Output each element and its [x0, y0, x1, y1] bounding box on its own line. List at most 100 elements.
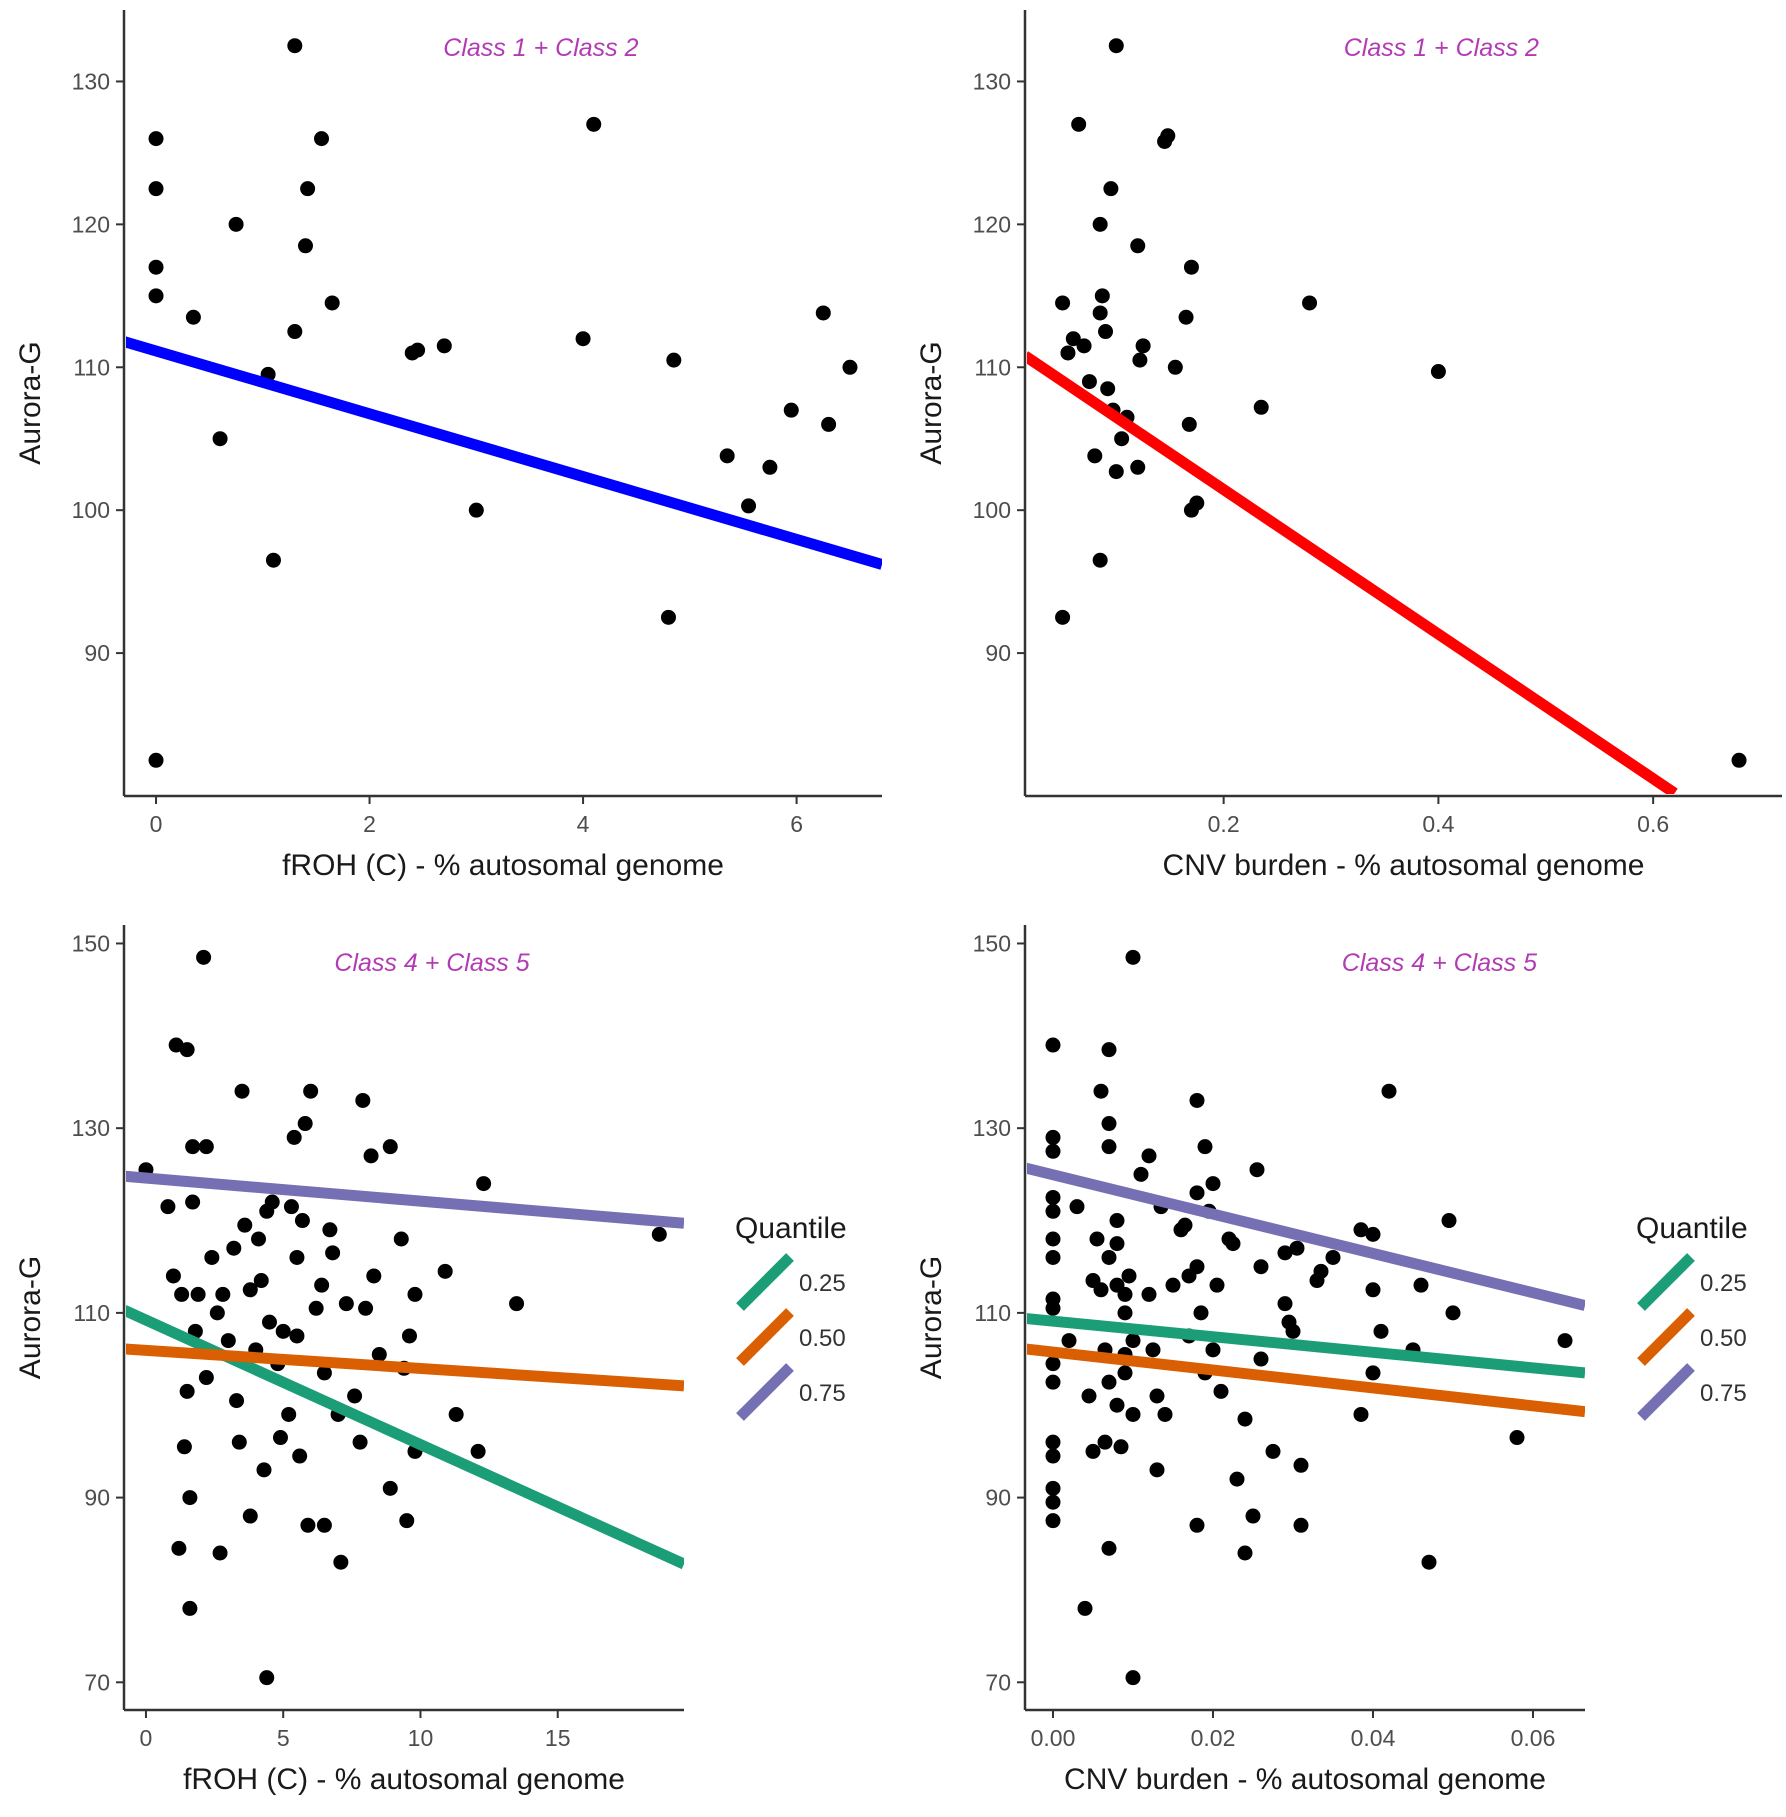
- data-point: [1101, 1139, 1117, 1155]
- data-point: [179, 1383, 195, 1399]
- data-point: [1130, 238, 1146, 254]
- fit-line-025: [1027, 1313, 1585, 1379]
- y-tick-label: 90: [84, 1485, 110, 1511]
- data-point: [1141, 1286, 1157, 1302]
- fit-line-075: [126, 1170, 684, 1229]
- data-point: [347, 1388, 363, 1404]
- data-point: [741, 498, 757, 514]
- data-point: [1085, 1443, 1101, 1459]
- data-point: [292, 1448, 308, 1464]
- data-point: [316, 1365, 332, 1381]
- data-point: [448, 1406, 464, 1422]
- panel-1: 90 100 110 120 130 0 2 4 6 fROH (C) - % autosomal…: [14, 10, 882, 882]
- data-point: [325, 1245, 341, 1261]
- data-point: [264, 1194, 280, 1210]
- data-point: [1249, 1162, 1265, 1178]
- fit-line-075: [1027, 1162, 1585, 1311]
- data-point: [1229, 1471, 1245, 1487]
- data-point: [719, 448, 735, 464]
- panel-title: Class 4 + Class 5: [1342, 949, 1537, 977]
- data-point: [190, 1286, 206, 1302]
- fit-line-050: [126, 1343, 684, 1392]
- data-point: [1205, 1342, 1221, 1358]
- data-point: [229, 1393, 245, 1409]
- data-point: [1109, 1397, 1125, 1413]
- data-point: [1089, 1231, 1105, 1247]
- legend-label: 0.75: [799, 1380, 846, 1407]
- data-point: [1045, 1143, 1061, 1159]
- data-point: [1055, 609, 1071, 625]
- data-point: [1081, 1388, 1097, 1404]
- data-point: [185, 1139, 201, 1155]
- data-point: [1313, 1263, 1329, 1279]
- data-point: [171, 1540, 187, 1556]
- data-point: [148, 181, 164, 197]
- data-point: [783, 402, 799, 418]
- data-point: [324, 295, 340, 311]
- data-point: [286, 1129, 302, 1145]
- data-point: [220, 1333, 236, 1349]
- data-point: [660, 609, 676, 625]
- data-point: [303, 1083, 319, 1099]
- data-point: [651, 1226, 667, 1242]
- data-point: [1045, 1513, 1061, 1529]
- legend-key-050: [736, 1308, 794, 1366]
- data-point: [1069, 1199, 1085, 1215]
- data-point: [185, 1194, 201, 1210]
- data-point: [1413, 1277, 1429, 1293]
- data-point: [1101, 1116, 1117, 1132]
- data-point: [198, 1139, 214, 1155]
- y-tick-label: 120: [72, 211, 110, 237]
- lines-layer: [126, 336, 882, 570]
- data-point: [1045, 1356, 1061, 1372]
- data-point: [842, 359, 858, 375]
- data-point: [251, 1231, 267, 1247]
- x-tick-label: 5: [277, 1725, 290, 1751]
- data-point: [1109, 1213, 1125, 1229]
- quantile-legend: Quantile 0.25 0.50 0.75: [1636, 1212, 1748, 1421]
- data-point: [1189, 1185, 1205, 1201]
- y-tick-label: 130: [72, 1115, 110, 1141]
- data-point: [363, 1148, 379, 1164]
- data-point: [174, 1286, 190, 1302]
- data-point: [1381, 1083, 1397, 1099]
- data-point: [1101, 1374, 1117, 1390]
- data-point: [185, 309, 201, 325]
- data-point: [1092, 552, 1108, 568]
- data-point: [308, 1300, 324, 1316]
- lines-layer: [126, 1170, 684, 1570]
- data-point: [196, 949, 212, 965]
- data-point: [300, 1517, 316, 1533]
- data-point: [1045, 1037, 1061, 1053]
- data-point: [1445, 1305, 1461, 1321]
- y-axis-title: Aurora-G: [14, 1256, 47, 1379]
- data-point: [399, 1513, 415, 1529]
- data-point: [1731, 752, 1747, 768]
- legend-key-075: [736, 1363, 794, 1421]
- panel-title: Class 4 + Class 5: [334, 949, 529, 977]
- data-point: [1293, 1517, 1309, 1533]
- data-point: [1125, 1406, 1141, 1422]
- data-point: [1141, 1148, 1157, 1164]
- data-point: [1421, 1554, 1437, 1570]
- data-point: [1103, 181, 1119, 197]
- data-point: [1108, 464, 1124, 480]
- y-tick-label: 130: [973, 1115, 1011, 1141]
- data-point: [1285, 1323, 1301, 1339]
- data-point: [1060, 345, 1076, 361]
- data-point: [393, 1231, 409, 1247]
- data-point: [1045, 1448, 1061, 1464]
- x-axis-title: CNV burden - % autosomal genome: [1163, 849, 1645, 882]
- data-point: [1353, 1406, 1369, 1422]
- lines-layer: [1027, 351, 1678, 794]
- data-point: [256, 1462, 272, 1478]
- x-axis-title: fROH (C) - % autosomal genome: [282, 849, 724, 882]
- data-point: [1289, 1240, 1305, 1256]
- x-tick-label: 4: [577, 811, 590, 837]
- data-point: [1093, 1282, 1109, 1298]
- legend-label: 0.50: [1700, 1325, 1747, 1352]
- data-point: [1045, 1189, 1061, 1205]
- data-point: [1101, 1540, 1117, 1556]
- x-axis-title: CNV burden - % autosomal genome: [1064, 1763, 1546, 1796]
- x-tick-label: 0: [150, 811, 163, 837]
